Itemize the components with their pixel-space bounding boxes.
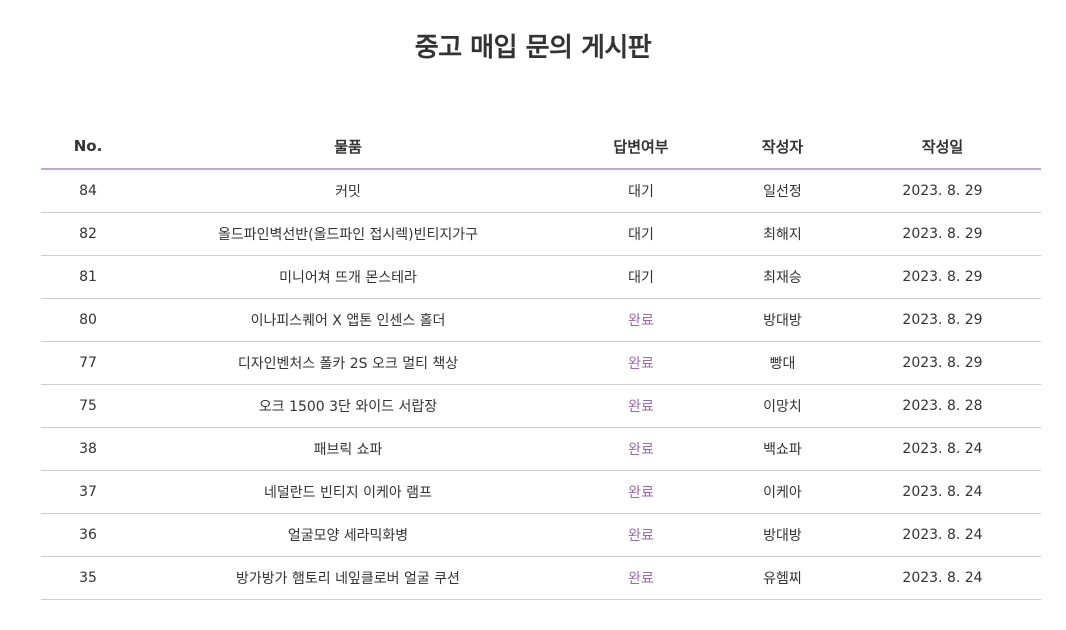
cell-status: 완료: [561, 513, 721, 557]
cell-date: 2023. 8. 29: [844, 212, 1041, 256]
cell-item[interactable]: 방가방가 햄토리 네잎클로버 얼굴 쿠션: [135, 556, 561, 600]
table-row[interactable]: 82 올드파인벽선반(올드파인 접시렉)빈티지가구 대기 최해지 2023. 8…: [41, 212, 1041, 256]
cell-status: 완료: [561, 470, 721, 514]
cell-item[interactable]: 커밋: [135, 169, 561, 213]
cell-status: 완료: [561, 341, 721, 385]
page-title: 중고 매입 문의 게시판: [414, 33, 652, 63]
cell-status: 대기: [561, 255, 721, 299]
header-date: 작성일: [844, 124, 1041, 170]
cell-no: 38: [41, 427, 135, 471]
table-row[interactable]: 38 패브릭 쇼파 완료 백쇼파 2023. 8. 24: [41, 427, 1041, 471]
cell-author: 최해지: [721, 212, 844, 256]
cell-date: 2023. 8. 24: [844, 556, 1041, 600]
table-row[interactable]: 37 네덜란드 빈티지 이케아 램프 완료 이케아 2023. 8. 24: [41, 470, 1041, 514]
cell-status: 대기: [561, 212, 721, 256]
cell-author: 최재승: [721, 255, 844, 299]
table-header-row: No. 물품 답변여부 작성자 작성일: [41, 124, 1041, 170]
cell-no: 37: [41, 470, 135, 514]
header-item: 물품: [135, 124, 561, 170]
cell-author: 이케아: [721, 470, 844, 514]
cell-author: 유헴찌: [721, 556, 844, 600]
cell-item[interactable]: 이나피스퀘어 X 앱톤 인센스 홀더: [135, 298, 561, 342]
cell-date: 2023. 8. 24: [844, 427, 1041, 471]
cell-status: 완료: [561, 556, 721, 600]
table-header: No. 물품 답변여부 작성자 작성일: [41, 124, 1041, 170]
cell-date: 2023. 8. 29: [844, 169, 1041, 213]
header-status: 답변여부: [561, 124, 721, 170]
table-row[interactable]: 81 미니어쳐 뜨개 몬스테라 대기 최재승 2023. 8. 29: [41, 255, 1041, 299]
cell-status: 완료: [561, 427, 721, 471]
table-row[interactable]: 84 커밋 대기 일선정 2023. 8. 29: [41, 169, 1041, 213]
cell-no: 80: [41, 298, 135, 342]
table-row[interactable]: 35 방가방가 햄토리 네잎클로버 얼굴 쿠션 완료 유헴찌 2023. 8. …: [41, 556, 1041, 600]
cell-date: 2023. 8. 29: [844, 255, 1041, 299]
cell-status: 완료: [561, 298, 721, 342]
cell-no: 81: [41, 255, 135, 299]
table-row[interactable]: 77 디자인벤처스 폴카 2S 오크 멀티 책상 완료 빵대 2023. 8. …: [41, 341, 1041, 385]
header-author: 작성자: [721, 124, 844, 170]
cell-item[interactable]: 패브릭 쇼파: [135, 427, 561, 471]
cell-no: 82: [41, 212, 135, 256]
inquiry-board-table: No. 물품 답변여부 작성자 작성일 84 커밋 대기 일선정 2023. 8…: [41, 124, 1041, 600]
cell-no: 77: [41, 341, 135, 385]
cell-author: 이망치: [721, 384, 844, 428]
cell-status: 완료: [561, 384, 721, 428]
cell-date: 2023. 8. 29: [844, 298, 1041, 342]
cell-author: 방대방: [721, 298, 844, 342]
cell-no: 75: [41, 384, 135, 428]
cell-author: 백쇼파: [721, 427, 844, 471]
cell-item[interactable]: 오크 1500 3단 와이드 서랍장: [135, 384, 561, 428]
cell-date: 2023. 8. 28: [844, 384, 1041, 428]
cell-no: 35: [41, 556, 135, 600]
cell-author: 방대방: [721, 513, 844, 557]
cell-item[interactable]: 네덜란드 빈티지 이케아 램프: [135, 470, 561, 514]
cell-item[interactable]: 미니어쳐 뜨개 몬스테라: [135, 255, 561, 299]
header-no: No.: [41, 124, 135, 170]
cell-no: 84: [41, 169, 135, 213]
cell-date: 2023. 8. 29: [844, 341, 1041, 385]
cell-status: 대기: [561, 169, 721, 213]
cell-author: 빵대: [721, 341, 844, 385]
cell-author: 일선정: [721, 169, 844, 213]
cell-item[interactable]: 올드파인벽선반(올드파인 접시렉)빈티지가구: [135, 212, 561, 256]
table-row[interactable]: 36 얼굴모양 세라믹화병 완료 방대방 2023. 8. 24: [41, 513, 1041, 557]
cell-item[interactable]: 디자인벤처스 폴카 2S 오크 멀티 책상: [135, 341, 561, 385]
table-body: 84 커밋 대기 일선정 2023. 8. 29 82 올드파인벽선반(올드파인…: [41, 169, 1041, 600]
table-row[interactable]: 80 이나피스퀘어 X 앱톤 인센스 홀더 완료 방대방 2023. 8. 29: [41, 298, 1041, 342]
cell-date: 2023. 8. 24: [844, 470, 1041, 514]
cell-date: 2023. 8. 24: [844, 513, 1041, 557]
table-row[interactable]: 75 오크 1500 3단 와이드 서랍장 완료 이망치 2023. 8. 28: [41, 384, 1041, 428]
cell-item[interactable]: 얼굴모양 세라믹화병: [135, 513, 561, 557]
cell-no: 36: [41, 513, 135, 557]
